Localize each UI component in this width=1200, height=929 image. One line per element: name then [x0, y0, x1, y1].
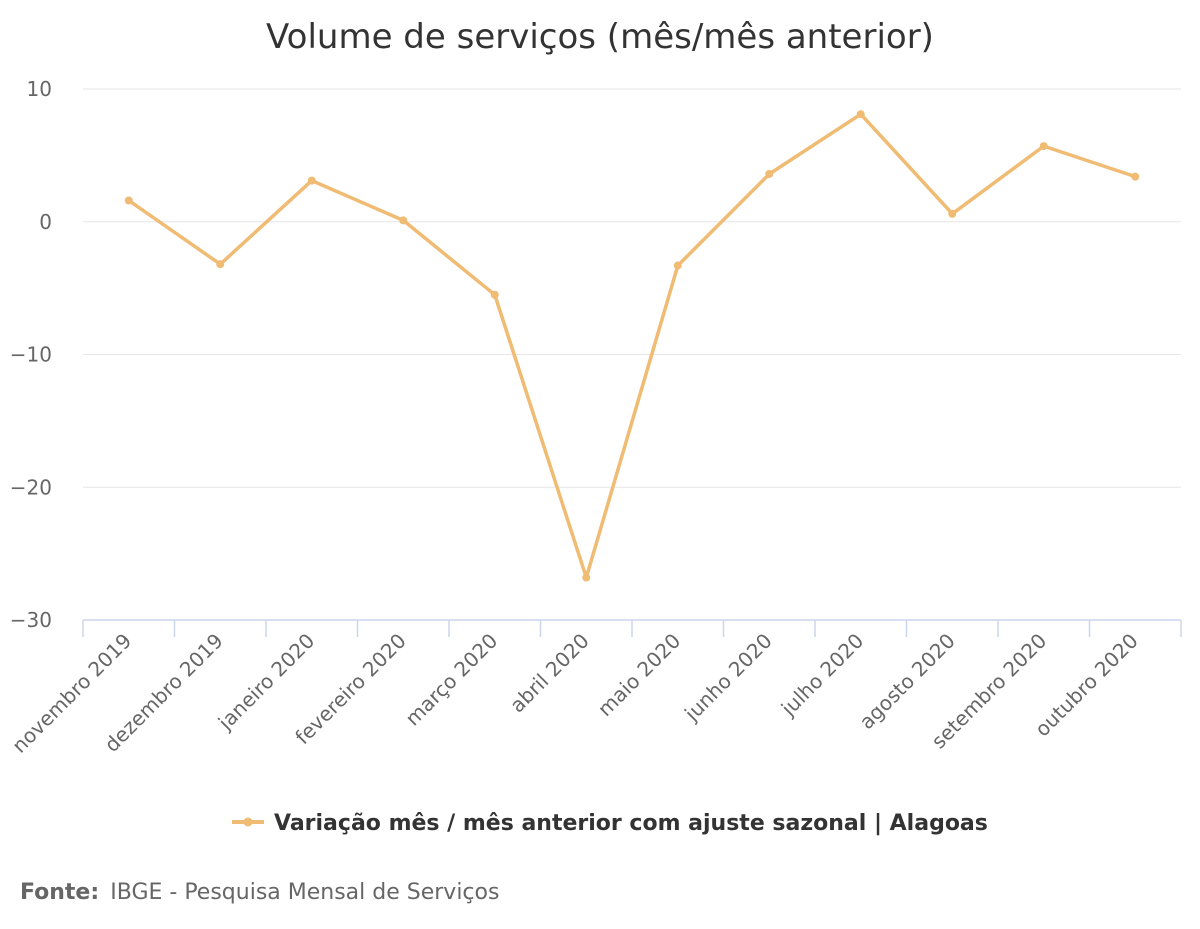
x-tick-label: junho 2020 — [679, 629, 777, 727]
source-label: Fonte: — [20, 880, 99, 905]
y-tick-label: −30 — [10, 608, 52, 632]
y-axis-ticks: 10 0 −10 −20 −30 — [10, 77, 52, 632]
data-point[interactable] — [948, 209, 957, 218]
x-tick-label: maio 2020 — [593, 629, 685, 721]
x-tick-label: abril 2020 — [505, 629, 594, 718]
x-tick-label: julho 2020 — [776, 629, 869, 722]
data-point[interactable] — [673, 261, 682, 270]
series — [124, 110, 1140, 582]
source-text: IBGE - Pesquisa Mensal de Serviços — [110, 880, 499, 905]
data-point[interactable] — [582, 573, 591, 582]
data-point[interactable] — [307, 176, 316, 185]
y-tick-label: −20 — [10, 475, 52, 499]
x-tick-label: março 2020 — [400, 629, 502, 731]
data-point[interactable] — [490, 290, 499, 299]
data-point[interactable] — [1131, 172, 1140, 181]
series-line — [127, 112, 1138, 580]
y-tick-label: −10 — [10, 343, 52, 367]
legend[interactable]: Variação mês / mês anterior com ajuste s… — [232, 811, 988, 836]
data-point[interactable] — [216, 260, 225, 269]
data-point[interactable] — [124, 196, 133, 205]
source-note: Fonte: IBGE - Pesquisa Mensal de Serviço… — [20, 880, 499, 905]
legend-swatch-marker — [243, 817, 253, 827]
data-point[interactable] — [1039, 142, 1048, 151]
y-tick-label: 10 — [27, 77, 52, 101]
y-tick-label: 0 — [39, 210, 52, 234]
legend-label[interactable]: Variação mês / mês anterior com ajuste s… — [274, 811, 988, 836]
chart-title: Volume de serviços (mês/mês anterior) — [266, 17, 934, 57]
data-point[interactable] — [856, 110, 865, 119]
data-point[interactable] — [399, 216, 408, 225]
data-point[interactable] — [765, 169, 774, 178]
